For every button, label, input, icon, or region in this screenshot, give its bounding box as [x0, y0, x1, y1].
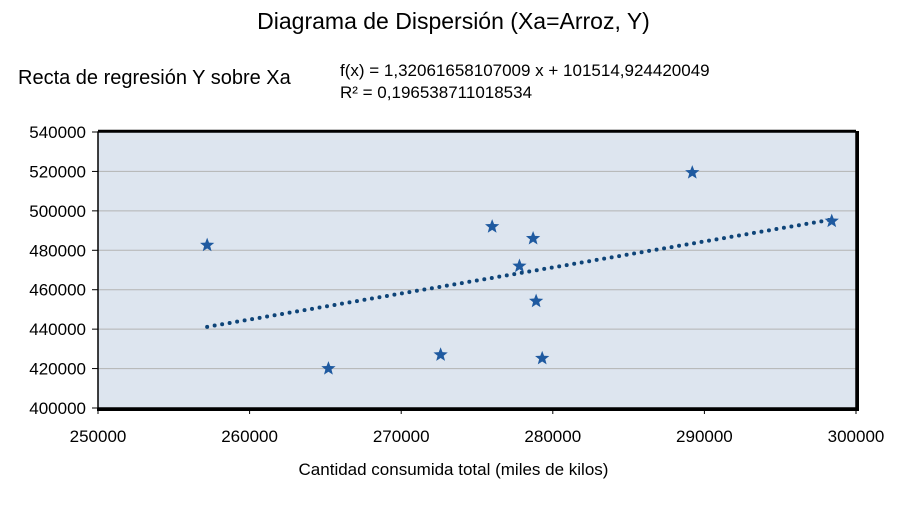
y-tick-label: 480000 [29, 241, 86, 260]
x-tick-label: 250000 [70, 427, 127, 446]
y-tick-label: 400000 [29, 399, 86, 418]
data-point [535, 350, 550, 365]
data-point [433, 347, 448, 361]
data-point [525, 230, 541, 245]
y-tick-label: 500000 [29, 202, 86, 221]
data-point [321, 361, 336, 375]
regression-equation: f(x) = 1,32061658107009 x + 101514,92442… [340, 61, 710, 80]
data-point [528, 293, 544, 308]
data-point [824, 213, 839, 228]
y-tick-label: 420000 [29, 360, 86, 379]
x-tick-label: 290000 [676, 427, 733, 446]
y-tick-label: 460000 [29, 281, 86, 300]
trendline-label: Recta de regresión Y sobre Xa [18, 67, 291, 89]
chart-title: Diagrama de Dispersión (Xa=Arroz, Y) [257, 8, 650, 34]
x-tick-label: 270000 [373, 427, 430, 446]
plot-area [98, 132, 856, 408]
data-point [485, 219, 500, 233]
x-tick-label: 300000 [828, 427, 885, 446]
x-axis-label: Cantidad consumida total (miles de kilos… [298, 460, 609, 479]
x-tick-label: 280000 [524, 427, 581, 446]
y-tick-label: 540000 [29, 123, 86, 142]
y-tick-label: 520000 [29, 162, 86, 181]
data-point [200, 237, 215, 252]
x-tick-label: 260000 [221, 427, 278, 446]
trendline [205, 217, 834, 329]
r-squared: R² = 0,196538711018534 [340, 83, 533, 102]
data-point [512, 258, 527, 273]
data-point [685, 165, 700, 179]
y-tick-label: 440000 [29, 320, 86, 339]
